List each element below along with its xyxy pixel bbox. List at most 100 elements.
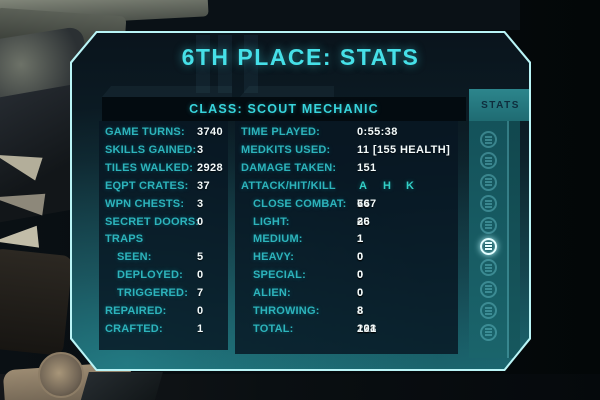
stat-label: SEEN: [117,251,152,264]
attack-value: 68 [357,215,371,228]
stat-row: DAMAGE TAKEN: 151 [235,160,458,178]
stat-value: 3 [197,197,204,210]
stat-row: TILES WALKED: 2928 [99,160,228,178]
kill-value: 0 [357,269,364,282]
stat-row: MEDIUM: 1 1 1 [235,231,458,249]
tab-stats-label: STATS [481,99,520,111]
background-stripe [196,35,210,93]
stat-label: TILES WALKED: [105,161,194,174]
stats-list-icon-active[interactable] [480,238,497,255]
stat-row: SEEN: 5 [99,249,228,267]
stat-row: DEPLOYED: 0 [99,267,228,285]
decorative-tab [102,86,232,97]
stat-label: EQPT CRATES: [105,179,189,192]
sidebar-icon-column [471,131,505,341]
stat-label: REPAIRED: [105,305,167,318]
stat-row: TIME PLAYED: 0:55:38 [235,124,458,142]
attack-table-header-row: ATTACK/HIT/KILL A H K [235,178,458,196]
stat-label: SKILLS GAINED: [105,143,197,156]
stats-list-icon[interactable] [480,152,497,169]
stat-row: WPN CHESTS: 3 [99,196,228,214]
stat-row: LIGHT: 68 36 26 [235,214,458,232]
stats-list-icon[interactable] [480,174,497,191]
attack-value: 0 [357,269,364,282]
stat-row: REPAIRED: 0 [99,303,228,321]
sidebar-scroll-track[interactable] [509,121,520,358]
stat-row: TRAPS [99,231,228,249]
general-stats-rows: GAME TURNS: 3740 SKILLS GAINED: 3 TILES WA… [99,121,228,350]
hit-value: 0 [357,251,364,264]
stat-row: HEAVY: 0 0 0 [235,249,458,267]
stat-value: 37 [197,179,211,192]
stat-label: TOTAL: [253,322,294,335]
stats-list-icon[interactable] [480,131,497,148]
class-header-bar: CLASS: SCOUT MECHANIC [102,97,466,121]
hit-value: 121 [357,322,377,335]
attack-table-title: ATTACK/HIT/KILL [241,179,336,192]
column-header-hit: H [383,179,392,192]
stat-value: 3 [197,143,204,156]
stat-row: CRAFTED: 1 [99,321,228,339]
stat-value: 2928 [197,161,224,174]
stat-value: 11 [155 HEALTH] [357,143,451,156]
kill-value: 0 [357,251,364,264]
stats-list-icon[interactable] [480,281,497,298]
attack-value: 0 [357,287,364,300]
stat-row: MEDKITS USED: 11 [155 HEALTH] [235,142,458,160]
stat-label: CLOSE COMBAT: [253,197,347,210]
attack-value: 2 [357,305,364,318]
stat-group-label: TRAPS [105,233,144,246]
stat-value: 1 [197,322,204,335]
hit-value: 0 [357,287,364,300]
stat-row: TOTAL: 218 121 101 [235,321,458,339]
stat-row: SKILLS GAINED: 3 [99,142,228,160]
stats-panel: 6TH PLACE: STATS CLASS: SCOUT MECHANIC S… [72,33,529,369]
hit-value: 76 [357,197,371,210]
stat-value: 3740 [197,126,224,138]
decorative-tab [240,86,334,97]
stat-row: SECRET DOORS: 0 [99,214,228,232]
stat-value: 5 [197,251,204,264]
mech-claw-shape [0,225,40,253]
mech-debris-shape [79,372,163,400]
stat-row: SPECIAL: 0 0 0 [235,267,458,285]
stats-list-icon[interactable] [480,259,497,276]
attack-value: 1 [357,233,364,246]
combat-stats-rows: TIME PLAYED: 0:55:38 MEDKITS USED: 11 [155… [235,121,458,354]
mech-leg-shape [0,248,74,356]
stat-row: CLOSE COMBAT: 147 76 66 [235,196,458,214]
attack-value: 0 [357,251,364,264]
stats-list-icon[interactable] [480,324,497,341]
stat-label: HEAVY: [253,251,295,264]
class-header-label: CLASS: SCOUT MECHANIC [189,102,379,116]
stat-row: ALIEN: 0 0 0 [235,285,458,303]
kill-value: 8 [357,305,364,318]
stat-label: WPN CHESTS: [105,197,185,210]
stats-list-icon[interactable] [480,302,497,319]
stat-label: DEPLOYED: [117,269,183,282]
stat-row: THROWING: 2 8 8 [235,303,458,321]
page-title: 6TH PLACE: STATS [181,44,420,70]
general-stats-box: GAME TURNS: 3740 SKILLS GAINED: 3 TILES WA… [99,121,228,350]
stats-list-icon[interactable] [480,195,497,212]
stat-label: GAME TURNS: [105,126,185,138]
background-stripe [244,35,258,93]
hit-value: 36 [357,215,371,228]
attack-value: 218 [357,322,377,335]
hit-value: 0 [357,269,364,282]
kill-value: 66 [357,197,371,210]
column-header-attack: A [359,179,368,192]
stat-value: 0:55:38 [357,126,398,138]
hit-value: 1 [357,233,364,246]
stats-list-icon[interactable] [480,217,497,234]
mech-joint-shape [38,352,84,398]
tab-stats[interactable]: STATS [469,89,532,121]
stat-label: MEDKITS USED: [241,143,331,156]
stat-row: EQPT CRATES: 37 [99,178,228,196]
kill-value: 1 [357,233,364,246]
stats-section-sidebar [469,121,520,358]
stats-panel-border: 6TH PLACE: STATS CLASS: SCOUT MECHANIC S… [70,31,531,371]
stat-label: LIGHT: [253,215,290,228]
